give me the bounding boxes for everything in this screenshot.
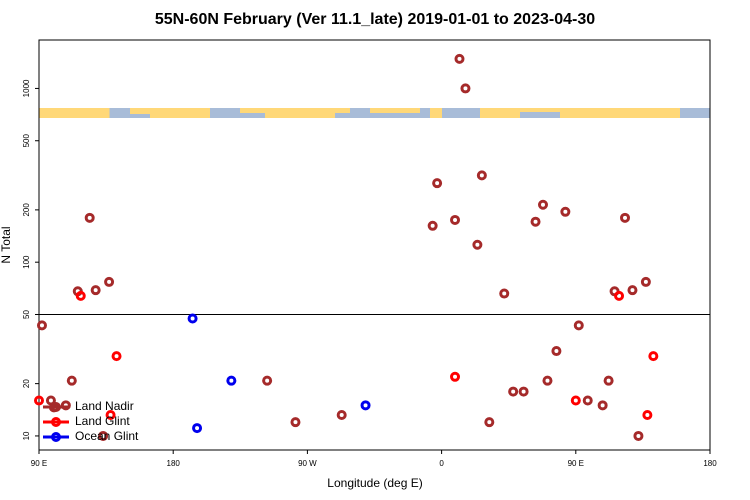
legend-label: Ocean Glint <box>75 429 139 443</box>
point <box>476 170 487 181</box>
legend-marker <box>51 417 61 427</box>
point <box>603 375 614 386</box>
chart-title: 55N-60N February (Ver 11.1_late) 2019-01… <box>155 11 595 28</box>
point <box>34 395 44 406</box>
y-tick-label: 50 <box>22 309 31 318</box>
point <box>560 206 571 217</box>
legend-marker <box>51 402 61 412</box>
point <box>542 375 553 386</box>
x-tick-label: 180 <box>703 459 717 468</box>
point <box>290 417 301 428</box>
point <box>642 409 653 420</box>
point <box>360 400 371 411</box>
point <box>66 375 77 386</box>
x-tick-label: 90 E <box>31 459 47 468</box>
point <box>450 371 461 382</box>
point <box>633 430 644 441</box>
point <box>460 83 471 94</box>
x-axis-label: Longitude (deg E) <box>327 476 422 490</box>
point <box>226 375 237 386</box>
point <box>104 276 115 287</box>
point <box>432 178 443 189</box>
point <box>508 386 519 397</box>
point <box>648 351 659 362</box>
point <box>187 313 198 324</box>
y-axis-label: N Total <box>0 226 13 263</box>
x-tick-label: 90 W <box>298 459 317 468</box>
point <box>570 395 581 406</box>
point <box>105 409 116 420</box>
x-tick-label: 90 E <box>568 459 584 468</box>
plot-frame <box>38 39 711 451</box>
point <box>582 395 593 406</box>
x-tick-label: 0 <box>439 459 444 468</box>
map-strip <box>39 108 710 118</box>
y-tick-label: 1000 <box>22 79 31 97</box>
y-tick-label: 100 <box>22 255 31 269</box>
point <box>530 216 541 227</box>
point <box>90 285 101 296</box>
point <box>484 417 495 428</box>
point <box>537 199 548 210</box>
point <box>450 214 461 225</box>
point <box>192 423 203 434</box>
legend-label: Land Glint <box>75 414 130 428</box>
point <box>98 430 109 441</box>
point <box>573 320 584 331</box>
point <box>614 290 625 301</box>
point <box>262 375 273 386</box>
point <box>620 212 631 223</box>
point <box>75 290 86 301</box>
point <box>427 220 438 231</box>
point <box>640 276 651 287</box>
legend-marker <box>51 432 61 442</box>
point <box>111 351 122 362</box>
y-tick-label: 500 <box>22 134 31 148</box>
point <box>551 346 562 357</box>
point <box>60 400 71 411</box>
x-tick-label: 180 <box>167 459 181 468</box>
point <box>597 400 608 411</box>
point <box>472 239 483 250</box>
point <box>454 53 465 64</box>
point <box>518 386 529 397</box>
y-tick-label: 20 <box>22 379 31 388</box>
point <box>627 285 638 296</box>
point <box>336 409 347 420</box>
point <box>36 320 47 331</box>
y-tick-label: 10 <box>22 431 31 440</box>
point <box>84 212 95 223</box>
y-tick-label: 200 <box>22 203 31 217</box>
point <box>499 288 510 299</box>
legend-label: Land Nadir <box>75 399 134 413</box>
